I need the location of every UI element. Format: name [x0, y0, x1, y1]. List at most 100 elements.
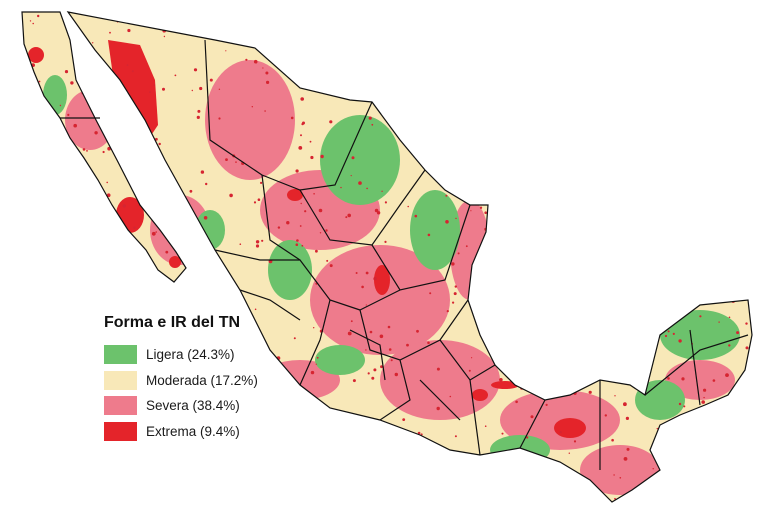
map-speckle — [423, 99, 425, 101]
map-speckle — [696, 279, 701, 283]
map-speckle — [619, 188, 622, 190]
map-speckle — [403, 93, 408, 98]
legend-label-severa: Severa (38.4%) — [146, 398, 240, 414]
map-speckle — [526, 453, 529, 455]
map-speckle — [165, 292, 169, 296]
map-speckle — [573, 440, 577, 443]
map-speckle — [420, 92, 423, 96]
map-speckle — [293, 337, 296, 340]
map-speckle — [365, 271, 369, 275]
legend-label-ligera: Ligera (24.3%) — [146, 347, 235, 363]
map-speckle — [179, 476, 182, 480]
map-speckle — [526, 273, 529, 276]
map-speckle — [732, 123, 736, 127]
map-speckle — [300, 202, 302, 205]
map-speckle — [656, 476, 658, 479]
map-speckle — [482, 305, 485, 309]
map-speckle — [149, 91, 151, 94]
map-speckle — [122, 204, 126, 208]
map-speckle — [166, 477, 168, 479]
map-speckle — [241, 476, 245, 480]
map-speckle — [623, 457, 628, 461]
map-speckle — [620, 69, 624, 73]
map-speckle — [526, 436, 529, 439]
map-speckle — [686, 425, 690, 429]
map-speckle — [624, 258, 628, 262]
map-speckle — [67, 113, 70, 116]
map-speckle — [385, 44, 388, 47]
map-speckle — [731, 29, 734, 32]
map-speckle — [111, 466, 114, 469]
map-speckle — [607, 215, 609, 217]
map-speckle — [165, 250, 169, 254]
map-speckle — [568, 452, 570, 454]
map-speckle — [315, 249, 318, 253]
map-speckle — [31, 269, 33, 271]
map-speckle — [587, 140, 590, 143]
map-speckle — [235, 459, 239, 463]
map-speckle — [711, 185, 713, 187]
map-speckle — [313, 327, 315, 329]
map-speckle — [205, 182, 208, 186]
map-speckle — [605, 168, 609, 172]
map-speckle — [705, 278, 708, 281]
map-speckle — [655, 167, 659, 171]
map-speckle — [538, 124, 541, 127]
map-speckle — [59, 401, 62, 403]
map-speckle — [473, 299, 478, 303]
map-speckle — [131, 70, 134, 73]
map-speckle — [352, 379, 356, 383]
map-speckle — [362, 29, 366, 33]
map-speckle — [745, 322, 748, 325]
map-speckle — [179, 202, 182, 206]
map-speckle — [298, 453, 302, 457]
map-speckle — [189, 26, 194, 30]
map-speckle — [599, 212, 603, 216]
map-speckle — [721, 63, 724, 66]
map-speckle — [495, 470, 498, 473]
map-speckle — [557, 304, 562, 308]
map-speckle — [665, 196, 668, 199]
map-speckle — [681, 377, 685, 381]
map-speckle — [245, 58, 248, 61]
map-speckle — [257, 198, 261, 201]
map-speckle — [45, 330, 49, 334]
map-speckle — [131, 292, 135, 296]
map-speckle — [722, 252, 725, 255]
map-speckle — [209, 78, 213, 82]
map-speckle — [384, 201, 387, 204]
map-speckle — [151, 231, 156, 236]
map-speckle — [482, 140, 487, 145]
map-speckle — [536, 346, 539, 349]
map-speckle — [454, 435, 457, 438]
map-speckle — [643, 256, 646, 259]
map-speckle — [530, 386, 534, 390]
map-speckle — [553, 271, 557, 276]
map-speckle — [656, 427, 658, 430]
map-speckle — [399, 34, 401, 36]
map-speckle — [174, 196, 178, 201]
map-speckle — [657, 161, 660, 165]
map-speckle — [262, 67, 264, 69]
map-speckle — [336, 52, 339, 54]
map-speckle — [42, 303, 46, 307]
map-speckle — [741, 452, 745, 456]
map-speckle — [577, 190, 579, 192]
map-speckle — [365, 349, 367, 351]
map-speckle — [367, 372, 370, 375]
map-speckle — [439, 21, 442, 23]
map-speckle — [300, 134, 302, 137]
map-speckle — [510, 452, 513, 455]
map-speckle — [669, 130, 672, 134]
legend-swatch-severa — [104, 396, 137, 416]
map-speckle — [497, 188, 499, 190]
map-speckle — [359, 47, 363, 51]
map-speckle — [639, 66, 643, 69]
legend-item-ligera: Ligera (24.3%) — [104, 342, 294, 368]
map-speckle — [347, 485, 351, 490]
map-speckle — [695, 228, 698, 231]
map-speckle — [59, 104, 62, 107]
map-speckle — [310, 155, 314, 160]
map-speckle — [634, 495, 636, 497]
